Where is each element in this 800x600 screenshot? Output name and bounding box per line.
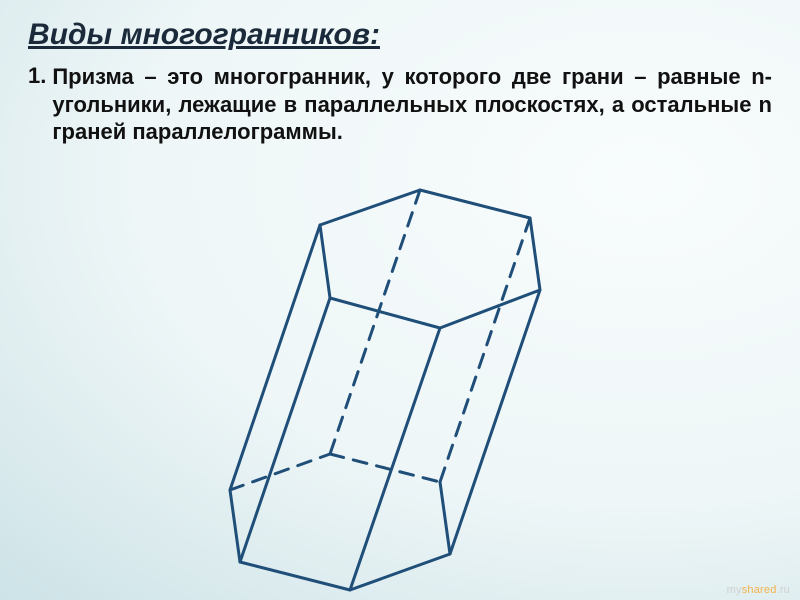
prism-definition: Призма – это многогранник, у которого дв… — [52, 63, 772, 146]
watermark-suffix: .ru — [777, 584, 790, 596]
figure-container — [0, 170, 800, 600]
item-number: 1. — [28, 63, 52, 89]
watermark: myshared.ru — [727, 584, 790, 596]
definition-row: 1. Призма – это многогранник, у которого… — [28, 63, 772, 146]
slide-title: Виды многогранников: — [28, 18, 772, 51]
slide: Виды многогранников: 1. Призма – это мно… — [0, 0, 800, 600]
prism-wireframe — [190, 170, 610, 600]
watermark-part1: my — [727, 584, 742, 596]
watermark-part2: shared — [742, 584, 777, 596]
